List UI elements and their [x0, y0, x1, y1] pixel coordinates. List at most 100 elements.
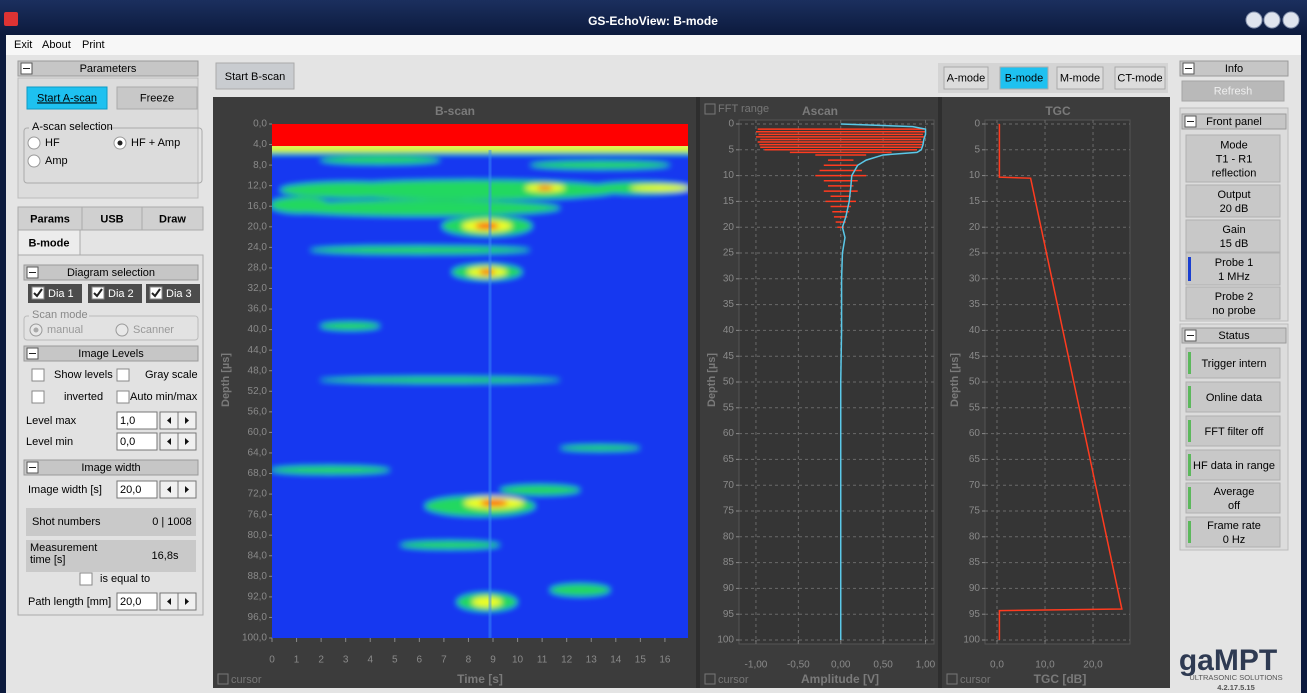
status-indicator: [1188, 521, 1191, 543]
x-axis-label: TGC [dB]: [1034, 672, 1087, 686]
radio-label[interactable]: Scanner: [133, 324, 174, 336]
checkbox[interactable]: [705, 104, 715, 114]
y-tick-label: 30: [969, 273, 981, 284]
window-title: GS-EchoView: B-mode: [588, 14, 718, 28]
checkbox-label[interactable]: cursor: [960, 674, 991, 686]
radio-label[interactable]: HF: [45, 137, 60, 149]
checkbox-label[interactable]: Auto min/max: [130, 391, 198, 403]
surface-echo: [272, 124, 688, 146]
field-label: Level min: [26, 436, 73, 448]
radio-button[interactable]: [116, 324, 128, 336]
maximize-button[interactable]: [1264, 12, 1280, 28]
mode-label[interactable]: CT-mode: [1117, 72, 1162, 84]
radio-button[interactable]: [28, 155, 40, 167]
field-label: Path length [mm]: [28, 596, 111, 608]
checkbox[interactable]: [32, 369, 44, 381]
button-label[interactable]: Start B-scan: [225, 71, 286, 83]
checkbox-label[interactable]: is equal to: [100, 573, 150, 585]
button-label[interactable]: Refresh: [1214, 85, 1253, 97]
y-tick-label: 75: [723, 506, 735, 517]
tab-label[interactable]: Params: [30, 213, 70, 225]
readout-label: Measurement time [s]: [30, 542, 110, 572]
checkbox-label[interactable]: Gray scale: [145, 369, 198, 381]
radio-label[interactable]: HF + Amp: [131, 137, 180, 149]
mode-label[interactable]: M-mode: [1060, 72, 1100, 84]
y-tick-label: 45: [969, 351, 981, 362]
panel-title: Front panel: [1206, 116, 1262, 128]
radio-label[interactable]: manual: [47, 324, 83, 336]
radio-button[interactable]: [28, 137, 40, 149]
close-button[interactable]: [1283, 12, 1299, 28]
tab-label[interactable]: Draw: [159, 213, 186, 225]
x-tick-label: 11: [537, 655, 548, 666]
y-tick-label: 40,0: [248, 324, 268, 335]
checkbox[interactable]: [947, 674, 957, 684]
checkbox-label[interactable]: inverted: [64, 391, 103, 403]
checkbox-label[interactable]: FFT range: [718, 103, 769, 115]
x-tick-label: 2: [318, 655, 324, 666]
x-tick-label: 10: [512, 655, 524, 666]
status-text: HF data in range: [1193, 460, 1275, 472]
panel-title: Image width: [81, 462, 140, 474]
panel-title: Status: [1218, 330, 1250, 342]
checkbox[interactable]: [218, 674, 228, 684]
plot-title: TGC: [1045, 104, 1071, 118]
echo-region: [320, 322, 380, 330]
status-indicator: [1188, 257, 1191, 281]
status-text: 20 dB: [1220, 203, 1249, 215]
y-tick-label: 20,0: [248, 221, 268, 232]
x-tick-label: 0,00: [831, 660, 851, 671]
menu-item[interactable]: Exit: [14, 39, 32, 51]
plot-title: Ascan: [802, 104, 838, 118]
menu-item[interactable]: Print: [82, 39, 105, 51]
echo-peak: [537, 186, 553, 190]
mode-label[interactable]: B-mode: [1005, 72, 1044, 84]
echo-region: [500, 485, 580, 495]
y-axis-label: Depth [µs]: [949, 353, 961, 407]
y-tick-label: 45: [723, 351, 735, 362]
readout-label: Shot numbers: [32, 516, 101, 528]
x-tick-label: 0,50: [873, 660, 893, 671]
x-tick-label: -0,50: [787, 660, 810, 671]
y-tick-label: 44,0: [248, 345, 268, 356]
tab-label[interactable]: B-mode: [29, 237, 70, 249]
checkbox-label[interactable]: Show levels: [54, 369, 113, 381]
y-tick-label: 0,0: [253, 119, 267, 130]
y-tick-label: 15: [969, 196, 981, 207]
button-label[interactable]: Start A-scan: [37, 92, 97, 104]
mode-label[interactable]: A-mode: [947, 72, 986, 84]
y-tick-label: 100: [963, 635, 980, 646]
tab-label[interactable]: USB: [100, 213, 123, 225]
x-tick-label: 10,0: [1035, 660, 1055, 671]
echo-region-strong: [630, 185, 690, 191]
checkbox[interactable]: [80, 573, 92, 585]
toggle-label[interactable]: Dia 2: [108, 288, 134, 300]
checkbox[interactable]: [705, 674, 715, 684]
echo-region: [320, 180, 620, 200]
checkbox[interactable]: [117, 391, 129, 403]
radio-label[interactable]: Amp: [45, 155, 68, 167]
y-tick-label: 5: [728, 144, 734, 155]
menu-bar: [6, 35, 1301, 55]
readout-value: 16,8s: [152, 550, 179, 562]
logo-name: gaMPT: [1179, 644, 1277, 677]
checkbox-label[interactable]: cursor: [718, 674, 749, 686]
toggle-label[interactable]: Dia 1: [48, 288, 74, 300]
toggle-label[interactable]: Dia 3: [166, 288, 192, 300]
status-text: 0 Hz: [1223, 534, 1246, 546]
panel-title: Diagram selection: [67, 267, 155, 279]
y-tick-label: 8,0: [253, 160, 267, 171]
y-tick-label: 28,0: [248, 263, 268, 274]
checkbox[interactable]: [117, 369, 129, 381]
readout-label-text: Measurement time [s]: [30, 542, 110, 566]
minimize-button[interactable]: [1246, 12, 1262, 28]
x-tick-label: 1: [294, 655, 300, 666]
y-tick-label: 30: [723, 273, 735, 284]
checkbox-label[interactable]: cursor: [231, 674, 262, 686]
button-label[interactable]: Freeze: [140, 92, 174, 104]
status-text: 15 dB: [1220, 238, 1249, 250]
y-tick-label: 50: [723, 377, 735, 388]
checkbox[interactable]: [32, 391, 44, 403]
menu-item[interactable]: About: [42, 39, 71, 51]
y-tick-label: 92,0: [248, 592, 268, 603]
